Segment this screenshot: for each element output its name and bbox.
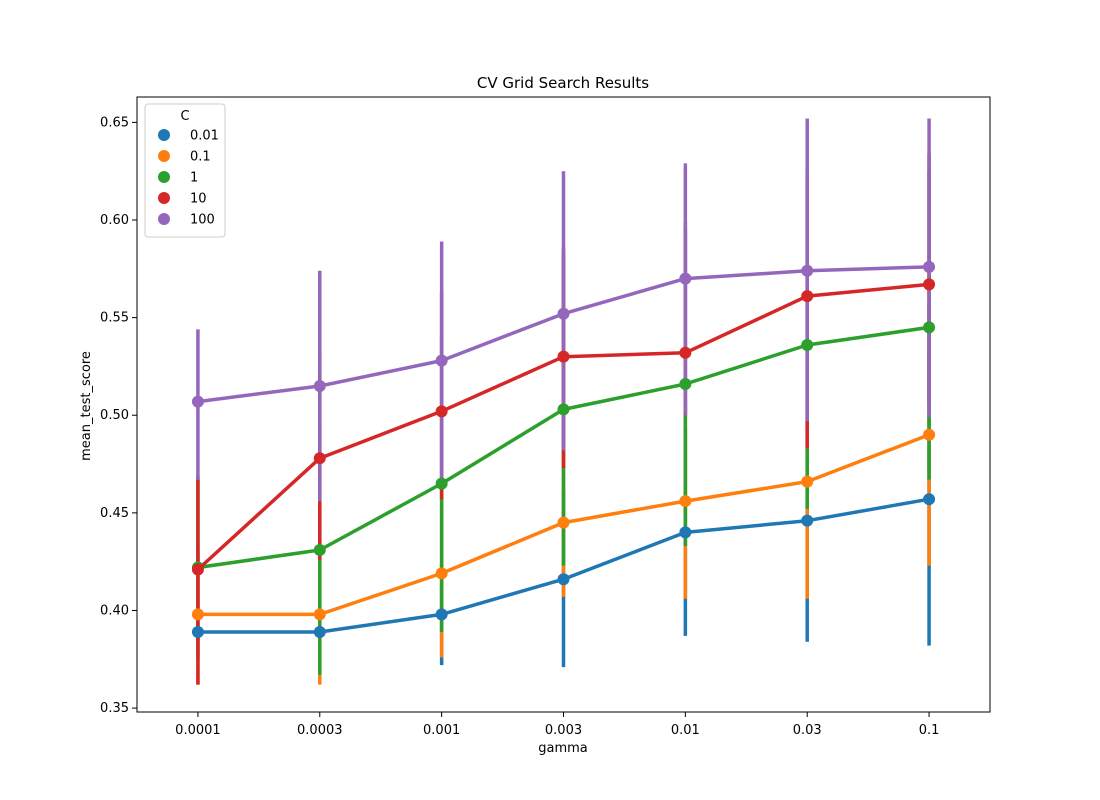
plot-area xyxy=(191,118,936,685)
data-point xyxy=(191,563,204,576)
chart-title: CV Grid Search Results xyxy=(477,74,649,92)
data-point xyxy=(435,477,448,490)
data-point xyxy=(313,608,326,621)
legend-title: C xyxy=(180,109,189,124)
data-point xyxy=(557,516,570,529)
data-point xyxy=(923,260,936,273)
data-point xyxy=(313,625,326,638)
y-tick-label: 0.45 xyxy=(100,506,129,521)
data-point xyxy=(923,321,936,334)
data-point xyxy=(557,350,570,363)
data-point xyxy=(191,625,204,638)
x-axis-label: gamma xyxy=(538,741,588,756)
data-point xyxy=(679,272,692,285)
data-point xyxy=(679,526,692,539)
data-point xyxy=(557,573,570,586)
data-point xyxy=(801,264,814,277)
legend-label: 100 xyxy=(190,213,215,228)
data-point xyxy=(923,278,936,291)
data-point xyxy=(435,567,448,580)
legend-label: 0.1 xyxy=(190,150,211,165)
x-tick-label: 0.001 xyxy=(423,723,460,738)
legend-marker xyxy=(158,171,170,183)
data-point xyxy=(313,543,326,556)
data-point xyxy=(923,428,936,441)
data-point xyxy=(557,403,570,416)
legend-marker xyxy=(158,129,170,141)
data-point xyxy=(801,475,814,488)
legend-label: 10 xyxy=(190,192,207,207)
data-point xyxy=(191,395,204,408)
x-tick-label: 0.01 xyxy=(671,723,700,738)
y-axis-label: mean_test_score xyxy=(79,351,94,461)
data-point xyxy=(191,608,204,621)
legend: C0.01 0.1 1 10 100 xyxy=(144,103,226,238)
data-point xyxy=(313,379,326,392)
y-tick-label: 0.55 xyxy=(100,311,129,326)
data-point xyxy=(435,608,448,621)
legend-label: 0.01 xyxy=(190,129,219,144)
x-tick-label: 0.003 xyxy=(545,723,582,738)
legend-marker xyxy=(158,150,170,162)
legend-marker xyxy=(158,213,170,225)
data-point xyxy=(923,493,936,506)
data-point xyxy=(435,405,448,418)
data-point xyxy=(557,307,570,320)
x-tick-label: 0.1 xyxy=(919,723,940,738)
x-tick-label: 0.0003 xyxy=(297,723,343,738)
data-point xyxy=(313,452,326,465)
y-tick-label: 0.35 xyxy=(100,701,129,716)
axes: 0.35 0.40 0.45 0.50 0.55 0.60 0.65 0.0001 0.0003… xyxy=(100,115,939,738)
y-tick-label: 0.40 xyxy=(100,603,129,618)
data-point xyxy=(679,495,692,508)
x-tick-label: 0.0001 xyxy=(175,723,221,738)
y-tick-label: 0.50 xyxy=(100,408,129,423)
data-point xyxy=(801,514,814,527)
y-tick-label: 0.65 xyxy=(100,115,129,130)
data-point xyxy=(679,346,692,359)
data-point xyxy=(801,290,814,303)
legend-label: 1 xyxy=(190,171,198,186)
data-point xyxy=(801,338,814,351)
y-tick-label: 0.60 xyxy=(100,213,129,228)
data-point xyxy=(435,354,448,367)
legend-marker xyxy=(158,192,170,204)
x-tick-label: 0.03 xyxy=(793,723,822,738)
data-point xyxy=(679,378,692,390)
